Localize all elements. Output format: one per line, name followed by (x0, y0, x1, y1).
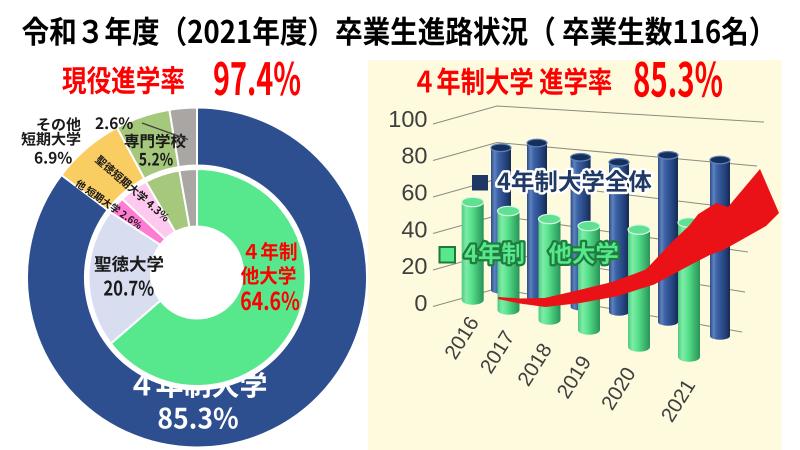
svg-text:60: 60 (401, 180, 427, 206)
svg-text:20: 20 (401, 253, 427, 279)
svg-text:80: 80 (401, 143, 427, 169)
svg-text:100: 100 (388, 106, 427, 132)
svg-text:40: 40 (401, 216, 427, 242)
svg-text:0: 0 (414, 290, 427, 316)
